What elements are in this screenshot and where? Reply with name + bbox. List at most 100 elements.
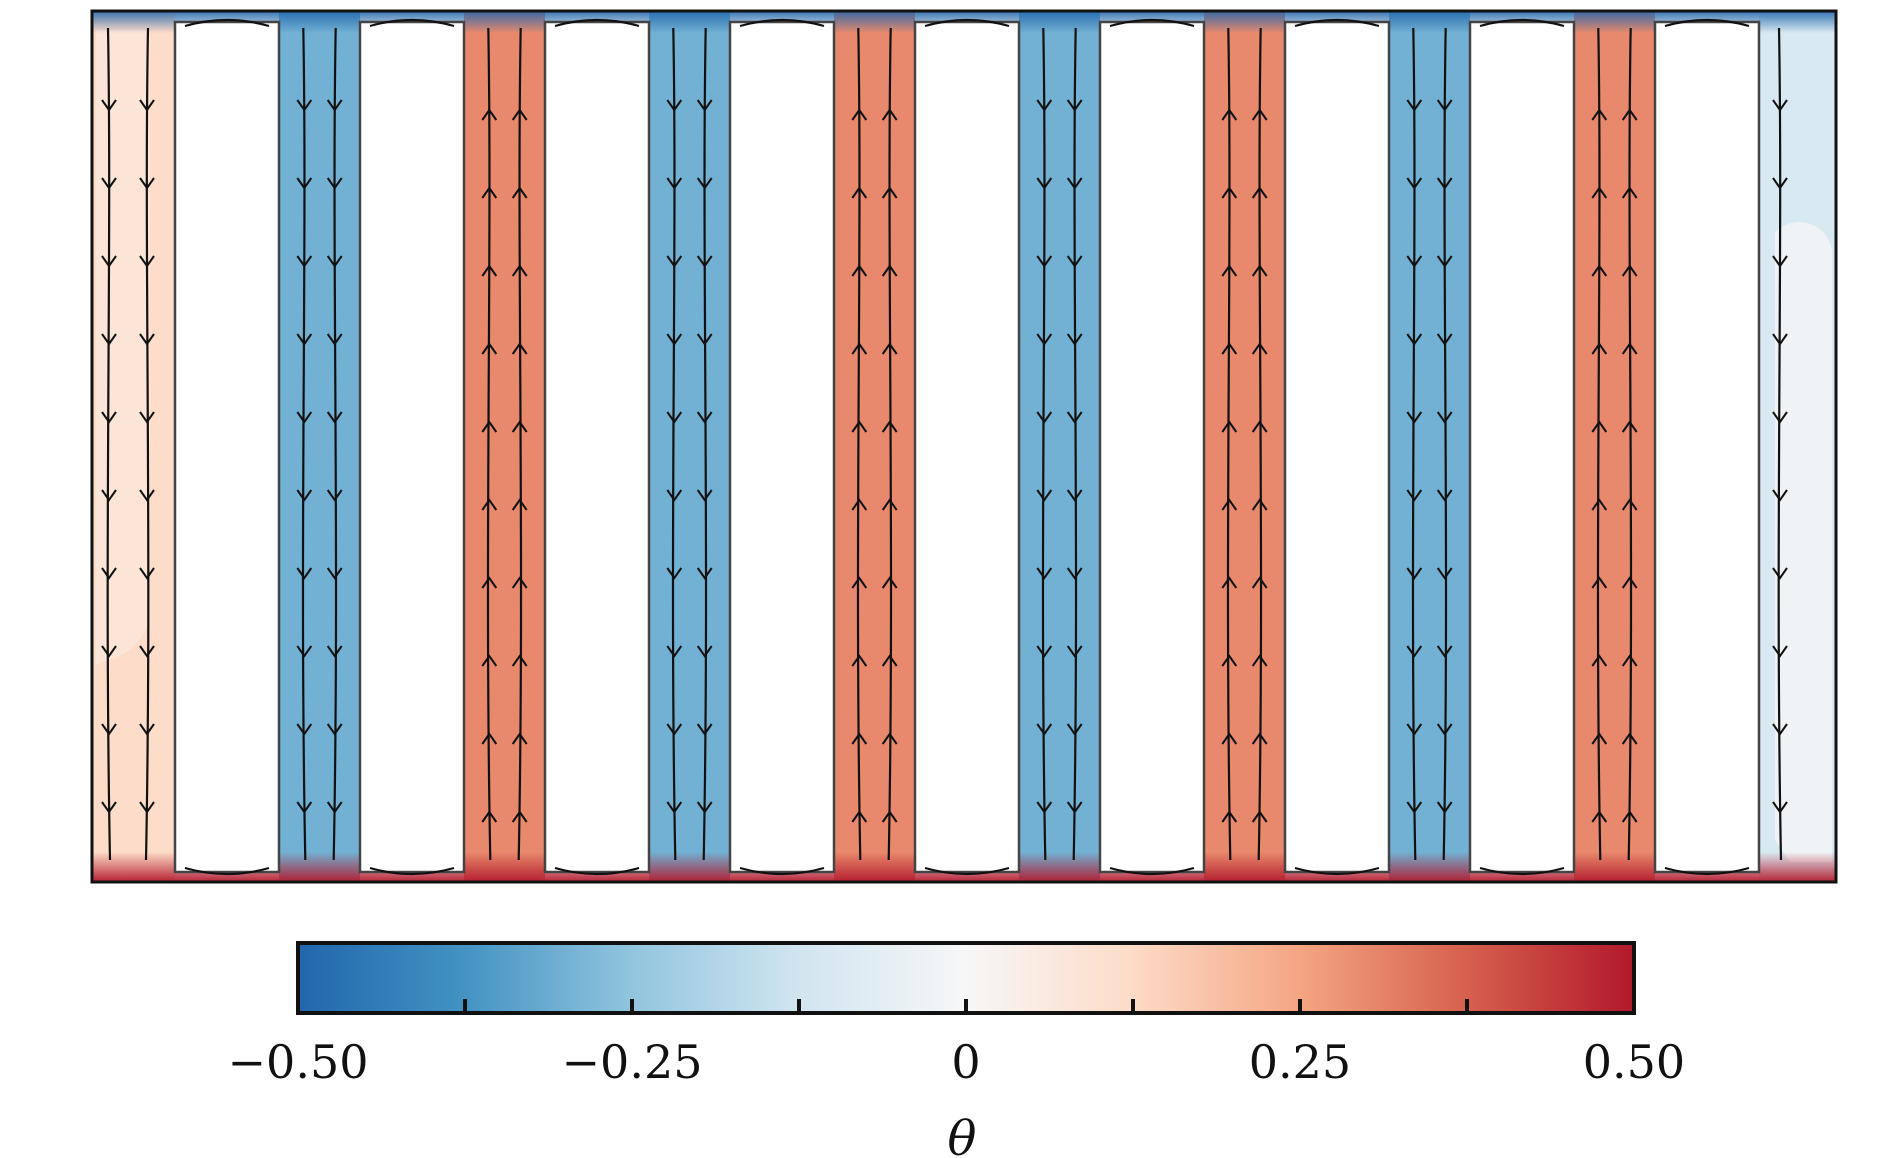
flow-arrow [326,723,343,736]
streamline-connector [369,866,455,876]
flow-arrow [666,177,683,190]
flow-arrow [1591,186,1608,199]
streamline [332,27,338,861]
streamline [856,27,862,861]
flow-arrow [101,255,117,268]
channel-strip [279,11,360,882]
flow-arrow [1251,654,1268,667]
insulated-block [173,20,281,874]
flow-arrow [666,723,683,736]
flow-arrow [1436,645,1453,658]
insulated-block [1283,20,1391,874]
channel-strip [834,11,915,882]
flow-arrow [1772,567,1788,580]
flow-arrow [851,576,868,589]
flow-arrow [326,489,343,502]
flow-arrow [511,498,528,511]
flow-arrow [1436,723,1453,736]
streamline-connector [369,18,455,28]
flow-arrow [881,654,898,667]
streamline-connector [1294,866,1380,876]
flow-arrow [101,411,117,424]
flow-arrow [1036,99,1053,112]
flow-arrow [101,645,117,658]
flow-arrow [326,99,343,112]
flow-arrow [296,567,313,580]
streamlines [106,18,1783,876]
streamline-connector [1109,866,1195,876]
flow-arrow [1772,333,1788,346]
flow-arrow [1221,576,1238,589]
flow-arrow [696,567,713,580]
streamline [1041,27,1047,861]
flow-arrow [1221,498,1238,511]
streamline [517,27,523,861]
streamline [671,27,677,861]
flow-arrow [1591,264,1608,277]
insulated-block [1653,20,1761,874]
flow-arrow [1772,177,1788,190]
flow-arrow [1772,99,1788,112]
channel-strip [649,11,730,882]
streamline-connector [184,866,270,876]
flow-arrow [481,342,498,355]
flow-arrow [296,723,313,736]
flow-arrow [139,411,155,424]
flow-arrow [296,255,313,268]
flow-arrow [139,567,155,580]
colorbar: −0.50 −0.25 0 0.25 0.50 θ [228,941,1686,1158]
flow-arrow [101,567,117,580]
streamline-connector [1479,866,1565,876]
flow-arrow [1066,255,1083,268]
flow-arrow [296,411,313,424]
colorbar-tick-labels: −0.50 −0.25 0 0.25 0.50 [228,1035,1686,1089]
flow-arrow [1221,186,1238,199]
flow-arrow [666,411,683,424]
flow-arrow [1436,801,1453,814]
flow-arrow [139,801,155,814]
flow-arrow [1251,342,1268,355]
flow-arrow [326,255,343,268]
flow-arrow [1251,186,1268,199]
flow-arrow [1036,411,1053,424]
flow-arrow [1406,801,1423,814]
flow-arrow [101,333,117,346]
flow-arrow [696,801,713,814]
flow-arrow [1251,420,1268,433]
flow-arrow [481,264,498,277]
streamline-connector [1664,18,1750,28]
flow-arrow [1221,732,1238,745]
flow-arrow [326,177,343,190]
flow-arrow [1406,567,1423,580]
channel-strip [1019,11,1100,882]
flow-arrow [481,810,498,823]
flow-arrow [1621,420,1638,433]
flow-arrow [1036,489,1053,502]
streamline [1442,27,1448,861]
flow-arrow [1591,810,1608,823]
flow-arrow [511,810,528,823]
flow-arrow [1221,654,1238,667]
flow-arrow [1406,489,1423,502]
flow-arrow [1036,333,1053,346]
flow-arrow [1066,411,1083,424]
flow-arrow [1036,801,1053,814]
streamline [702,27,708,861]
flow-arrow [1221,810,1238,823]
streamline [1596,27,1602,861]
flow-arrow [1406,333,1423,346]
flow-arrow [851,654,868,667]
streamline [1226,27,1232,861]
flow-arrow [296,489,313,502]
colorbar-tick-label: −0.50 [228,1035,369,1089]
streamline-connector [554,18,640,28]
flow-arrow [881,186,898,199]
streamline-connector [924,18,1010,28]
flow-arrow [1436,255,1453,268]
flow-arrow [1772,723,1788,736]
flow-arrow [511,186,528,199]
flow-arrow [851,732,868,745]
insulated-block [1468,20,1576,874]
streamline [144,27,150,861]
flow-arrow [696,99,713,112]
